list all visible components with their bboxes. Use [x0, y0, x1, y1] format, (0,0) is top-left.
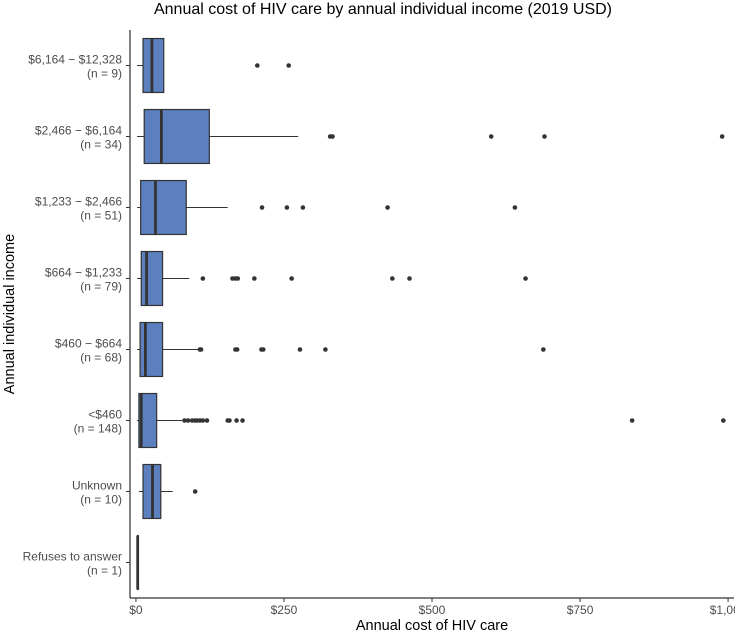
outlier-point: [719, 134, 725, 139]
category-count-label: (n = 51): [80, 209, 122, 223]
outlier-point: [259, 205, 265, 210]
box-group: [138, 463, 198, 520]
category-count-label: (n = 9): [87, 67, 122, 81]
box-group: [137, 392, 726, 449]
outlier-point: [198, 347, 204, 352]
outlier-point: [260, 347, 266, 352]
box: [140, 250, 164, 307]
category-count-label: (n = 148): [74, 422, 122, 436]
outlier-point: [200, 418, 206, 423]
outlier-point: [390, 276, 395, 281]
category-count-label: (n = 34): [80, 138, 122, 152]
outlier-point: [240, 418, 245, 423]
x-tick-label: $750: [567, 603, 594, 617]
category-label: $1,233 − $2,466: [35, 195, 122, 209]
outlier-point: [255, 63, 260, 68]
outlier-point: [204, 418, 210, 423]
x-tick-label: $1,000: [710, 603, 735, 617]
outlier-point: [289, 276, 294, 281]
outlier-point: [300, 205, 306, 210]
outlier-point: [284, 205, 290, 210]
outlier-point: [227, 418, 232, 423]
category-label: $460 − $664: [55, 337, 122, 351]
box-group: [137, 37, 291, 94]
outlier-point: [252, 276, 257, 281]
box-group: [137, 108, 725, 165]
category-label: Unknown: [72, 479, 122, 493]
outlier-point: [182, 418, 187, 423]
category-count-label: (n = 10): [80, 493, 122, 507]
box-group: [137, 179, 518, 236]
outlier-point: [330, 134, 335, 139]
outlier-point: [512, 205, 518, 210]
outlier-point: [323, 347, 328, 352]
outlier-point: [541, 347, 546, 352]
category-label: $664 − $1,233: [45, 266, 122, 280]
plot-panel: [136, 37, 726, 591]
category-label: <$460: [88, 408, 122, 422]
outlier-point: [297, 347, 303, 352]
outlier-point: [542, 134, 547, 139]
x-tick-label: $250: [271, 603, 298, 617]
box: [138, 392, 158, 449]
category-count-label: (n = 1): [87, 564, 122, 578]
outlier-point: [523, 276, 528, 281]
category-label: $6,164 − $12,328: [28, 53, 122, 67]
outlier-point: [385, 205, 390, 210]
outlier-point: [200, 276, 206, 281]
box-group: [136, 534, 140, 591]
outlier-point: [185, 418, 191, 423]
y-axis-title: Annual individual income: [2, 234, 18, 394]
outlier-point: [407, 276, 412, 281]
outlier-point: [721, 418, 726, 423]
chart-title: Annual cost of HIV care by annual indivi…: [154, 1, 612, 18]
x-tick-label: $0: [129, 603, 143, 617]
box-group: [137, 250, 528, 307]
y-axis-ticks: $6,164 − $12,328(n = 9)$2,466 − $6,164(n…: [23, 53, 130, 578]
outlier-point: [235, 276, 241, 281]
box-group: [137, 321, 546, 378]
outlier-point: [629, 418, 635, 423]
box: [142, 37, 165, 94]
outlier-point: [192, 489, 198, 494]
outlier-point: [234, 347, 240, 352]
category-count-label: (n = 79): [80, 280, 122, 294]
category-label: $2,466 − $6,164: [35, 124, 122, 138]
box: [140, 179, 187, 236]
box: [139, 321, 164, 378]
outlier-point: [234, 418, 239, 423]
x-tick-label: $500: [419, 603, 446, 617]
category-count-label: (n = 68): [80, 351, 122, 365]
outlier-point: [286, 63, 291, 68]
box: [143, 108, 210, 165]
x-axis-title: Annual cost of HIV care: [356, 618, 508, 632]
x-axis-ticks: $0 $250 $500 $750 $1,000: [129, 598, 735, 617]
category-label: Refuses to answer: [23, 550, 122, 564]
outlier-point: [488, 134, 494, 139]
